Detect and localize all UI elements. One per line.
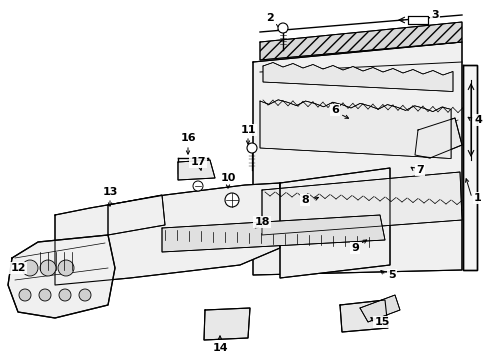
Polygon shape: [162, 215, 384, 252]
Text: 10: 10: [220, 173, 235, 183]
Polygon shape: [108, 195, 164, 235]
Text: 12: 12: [10, 263, 26, 273]
Polygon shape: [262, 172, 461, 235]
Text: 3: 3: [430, 10, 438, 20]
Circle shape: [19, 289, 31, 301]
Circle shape: [58, 260, 74, 276]
Circle shape: [40, 260, 56, 276]
Circle shape: [39, 289, 51, 301]
Text: 18: 18: [254, 217, 269, 227]
Circle shape: [193, 181, 203, 191]
Circle shape: [79, 289, 91, 301]
Polygon shape: [263, 63, 452, 91]
Polygon shape: [462, 65, 476, 270]
Polygon shape: [260, 100, 450, 158]
Polygon shape: [252, 42, 461, 275]
Text: 16: 16: [180, 133, 195, 143]
Text: 1: 1: [473, 193, 481, 203]
Text: 11: 11: [240, 125, 255, 135]
Text: 15: 15: [373, 317, 389, 327]
Polygon shape: [359, 295, 399, 322]
Text: 7: 7: [415, 165, 423, 175]
Text: 4: 4: [473, 115, 481, 125]
Polygon shape: [178, 160, 215, 180]
Polygon shape: [203, 308, 249, 340]
Text: 5: 5: [387, 270, 395, 280]
Polygon shape: [407, 16, 427, 24]
Circle shape: [278, 23, 287, 33]
Text: 14: 14: [212, 343, 227, 353]
Text: 9: 9: [350, 243, 358, 253]
Polygon shape: [260, 22, 461, 60]
Text: 17: 17: [190, 157, 205, 167]
Text: 6: 6: [330, 105, 338, 115]
Polygon shape: [414, 118, 461, 158]
Polygon shape: [8, 235, 115, 318]
Circle shape: [22, 260, 38, 276]
Text: 8: 8: [301, 195, 308, 205]
Circle shape: [246, 143, 257, 153]
Circle shape: [224, 193, 239, 207]
Text: 2: 2: [265, 13, 273, 23]
Circle shape: [59, 289, 71, 301]
Polygon shape: [280, 168, 389, 278]
Polygon shape: [55, 183, 280, 285]
Polygon shape: [339, 300, 387, 332]
Text: 13: 13: [102, 187, 118, 197]
